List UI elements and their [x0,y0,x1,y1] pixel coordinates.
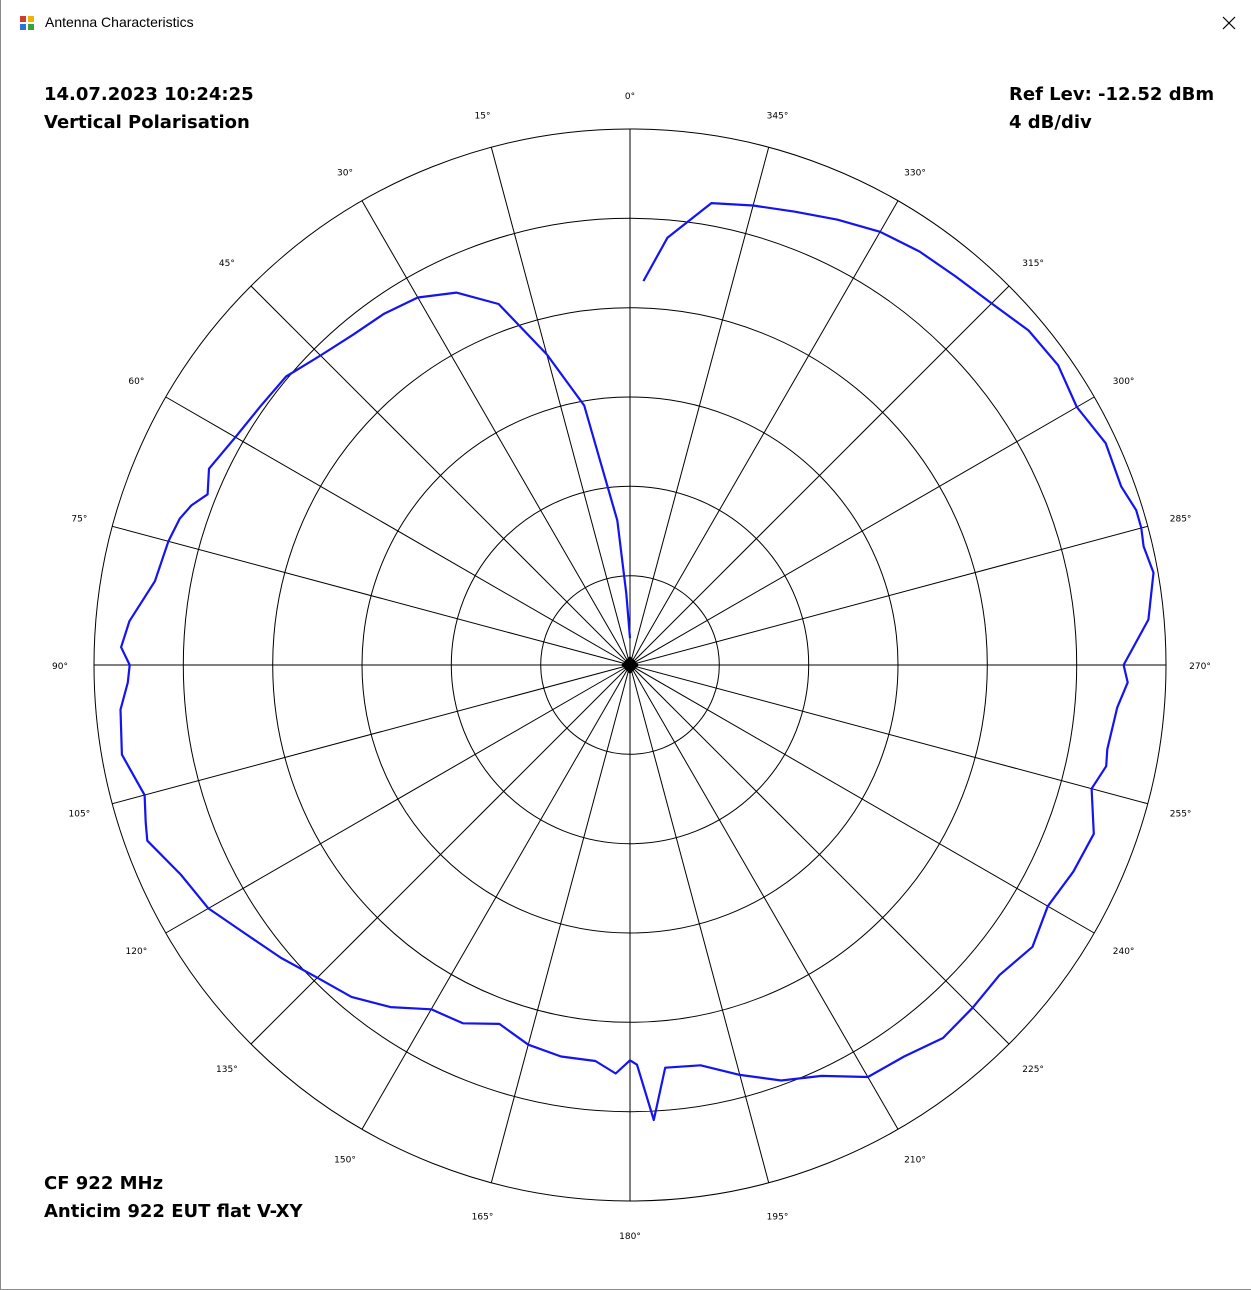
angle-tick-label: 165° [472,1213,494,1223]
close-button[interactable] [1206,0,1251,46]
spoke-75 [112,525,631,666]
spoke-255 [629,664,1148,805]
angle-tick-label: 255° [1170,810,1192,820]
info-top-right: Ref Lev: -12.52 dBm 4 dB/div [1009,81,1214,137]
polarisation-label: Vertical Polarisation [44,112,250,133]
angle-tick-label: 270° [1189,662,1211,672]
center-group [621,656,639,674]
angle-tick-label: 30° [337,168,353,178]
center-frequency: CF 922 MHz [44,1173,164,1194]
measurement-datetime: 14.07.2023 10:24:25 [44,84,254,105]
spoke-345 [629,147,770,666]
angle-tick-label: 300° [1113,377,1135,387]
spoke-315 [629,285,1010,666]
spoke-225 [629,664,1010,1045]
angle-tick-label: 0° [625,92,635,102]
angle-tick-label: 105° [69,810,91,820]
angle-tick-label: 210° [904,1156,926,1166]
spoke-30 [361,200,631,666]
window-title: Antenna Characteristics [45,14,194,30]
angle-tick-label: 45° [219,259,235,269]
measurement-name: Anticim 922 EUT flat V-XY [44,1201,303,1222]
angle-tick-label: 15° [475,111,491,121]
spoke-285 [629,525,1148,666]
spoke-105 [112,664,631,805]
angle-grid [94,129,1166,1201]
info-bottom-left: CF 922 MHz Anticim 922 EUT flat V-XY [44,1170,303,1226]
angle-tick-label: 120° [126,947,148,957]
close-icon [1222,16,1236,30]
angle-tick-label: 225° [1022,1065,1044,1075]
spoke-195 [629,664,770,1183]
spoke-330 [629,200,899,666]
angle-tick-label: 240° [1113,947,1135,957]
reference-level: Ref Lev: -12.52 dBm [1009,84,1215,105]
app-icon [20,16,34,30]
angle-tick-label: 345° [767,111,789,121]
angle-tick-labels: 0° 15° 30° 45° 60° 75° 90° 105° 120° 135° 150° 165°… [52,92,1211,1242]
spoke-45 [250,285,631,666]
angle-tick-label: 285° [1170,515,1192,525]
angle-tick-label: 195° [767,1213,789,1223]
center-marker [621,656,639,674]
spoke-135 [250,664,631,1045]
angle-tick-label: 60° [128,377,144,387]
trace-group [119,202,1155,1122]
spoke-60 [165,396,631,666]
title-bar[interactable]: Antenna Characteristics [1,0,1251,46]
angle-tick-label: 90° [52,662,68,672]
spoke-120 [165,664,631,934]
spoke-15 [490,147,631,666]
spoke-240 [629,664,1095,934]
scale-per-division: 4 dB/div [1009,112,1092,133]
spoke-150 [361,664,631,1130]
spoke-300 [629,396,1095,666]
angle-tick-label: 330° [904,168,926,178]
info-top-left: 14.07.2023 10:24:25 Vertical Polarisatio… [44,81,254,137]
angle-tick-label: 150° [334,1156,356,1166]
angle-tick-label: 135° [216,1065,238,1075]
spoke-210 [629,664,899,1130]
spoke-165 [490,664,631,1183]
angle-tick-label: 180° [619,1232,641,1242]
angle-tick-label: 75° [71,515,87,525]
angle-tick-label: 315° [1022,259,1044,269]
radiation-pattern-trace [119,202,1155,1122]
